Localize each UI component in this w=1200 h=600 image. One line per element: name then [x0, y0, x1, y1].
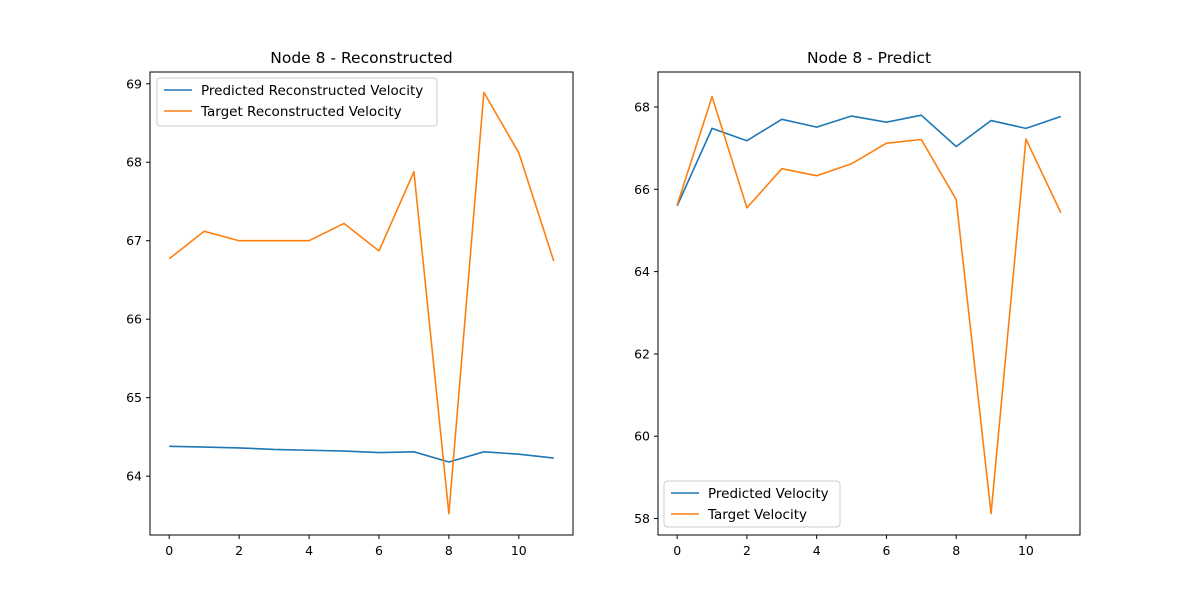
- x-tick-label: 10: [511, 543, 527, 558]
- x-tick-label: 10: [1018, 543, 1034, 558]
- y-tick-label: 62: [634, 346, 650, 361]
- legend-label: Predicted Reconstructed Velocity: [201, 83, 423, 99]
- axes-frame: [149, 71, 574, 536]
- x-tick-label: 0: [673, 543, 681, 558]
- legend: [156, 77, 438, 127]
- y-tick-label: 68: [634, 99, 650, 114]
- legend-label: Predicted Velocity: [708, 486, 829, 502]
- chart-title: Node 8 - Predict: [807, 49, 931, 67]
- legend-label: Target Velocity: [707, 507, 807, 523]
- y-tick-label: 68: [126, 155, 142, 170]
- y-tick-label: 67: [126, 233, 142, 248]
- x-tick-label: 6: [882, 543, 890, 558]
- y-tick-label: 64: [126, 469, 142, 484]
- y-tick-label: 66: [126, 312, 142, 327]
- chart-reconstructed: Node 8 - Reconstructed 0 2 4 6 8 106465666768…: [126, 49, 574, 558]
- x-tick-label: 6: [375, 543, 383, 558]
- x-tick-label: 8: [445, 543, 453, 558]
- series-line-2: [676, 95, 1062, 515]
- y-tick-label: 66: [634, 182, 650, 197]
- series-line-2: [168, 91, 555, 515]
- y-tick-label: 65: [126, 390, 142, 405]
- x-tick-label: 4: [813, 543, 821, 558]
- chart-title: Node 8 - Reconstructed: [270, 49, 452, 67]
- legend-label: Target Reconstructed Velocity: [200, 104, 402, 120]
- y-tick-label: 58: [634, 511, 650, 526]
- y-tick-label: 64: [634, 264, 650, 279]
- x-tick-label: 8: [952, 543, 960, 558]
- x-tick-label: 2: [235, 543, 243, 558]
- y-tick-label: 69: [126, 76, 142, 91]
- series-line-1: [169, 445, 554, 463]
- y-tick-label: 60: [634, 429, 650, 444]
- axes-frame: [657, 71, 1081, 536]
- x-tick-label: 2: [743, 543, 751, 558]
- x-tick-label: 0: [165, 543, 173, 558]
- chart-predict: Node 8 - Predict 0 2 4 6 8 10586062646668Pred…: [634, 49, 1081, 558]
- series-line-1: [676, 114, 1062, 207]
- legend: [663, 480, 841, 528]
- x-tick-label: 4: [305, 543, 313, 558]
